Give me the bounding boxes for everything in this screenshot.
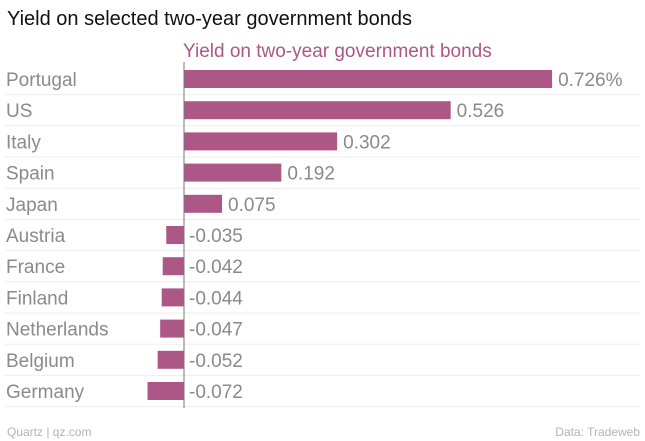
gridlines <box>5 94 640 408</box>
category-label-italy: Italy <box>6 132 41 153</box>
value-label-germany: -0.072 <box>189 382 243 403</box>
category-label-spain: Spain <box>6 164 55 185</box>
value-label-japan: 0.075 <box>228 195 276 216</box>
category-label-belgium: Belgium <box>6 351 75 372</box>
bar-us <box>184 101 451 120</box>
bar-japan <box>184 194 223 213</box>
bar-belgium <box>157 350 184 369</box>
value-label-italy: 0.302 <box>343 132 391 153</box>
value-label-france: -0.042 <box>189 257 243 278</box>
category-label-netherlands: Netherlands <box>6 320 108 341</box>
category-label-us: US <box>6 101 32 122</box>
value-label-spain: 0.192 <box>287 164 335 185</box>
bar-germany <box>147 382 184 400</box>
bar-austria <box>166 226 184 244</box>
bar-spain <box>184 163 282 182</box>
value-label-portugal: 0.726% <box>558 70 623 91</box>
category-label-portugal: Portugal <box>6 70 77 91</box>
category-label-finland: Finland <box>6 288 68 309</box>
value-label-us: 0.526 <box>457 101 505 122</box>
value-label-austria: -0.035 <box>189 226 243 247</box>
category-label-austria: Austria <box>6 226 66 247</box>
category-label-france: France <box>6 257 65 278</box>
value-label-netherlands: -0.047 <box>189 320 243 341</box>
value-label-belgium: -0.052 <box>189 351 243 372</box>
bar-france <box>162 257 184 276</box>
series-title: Yield on two-year government bonds <box>183 41 492 62</box>
bar-netherlands <box>160 319 184 338</box>
chart-title: Yield on selected two-year government bo… <box>7 8 413 30</box>
category-label-germany: Germany <box>6 382 85 403</box>
source-text: Data: Tradeweb <box>555 425 640 439</box>
category-label-japan: Japan <box>6 195 58 216</box>
bar-finland <box>161 288 184 307</box>
bar-portugal <box>184 70 553 88</box>
bar-italy <box>184 132 338 151</box>
value-label-finland: -0.044 <box>189 288 243 309</box>
credit-text: Quartz | qz.com <box>7 425 92 439</box>
bars: Portugal 0.726% US 0.526 Italy 0.302 Spain 0.19… <box>6 70 623 403</box>
bar-chart: Yield on two-year government bonds Portu… <box>5 41 640 408</box>
